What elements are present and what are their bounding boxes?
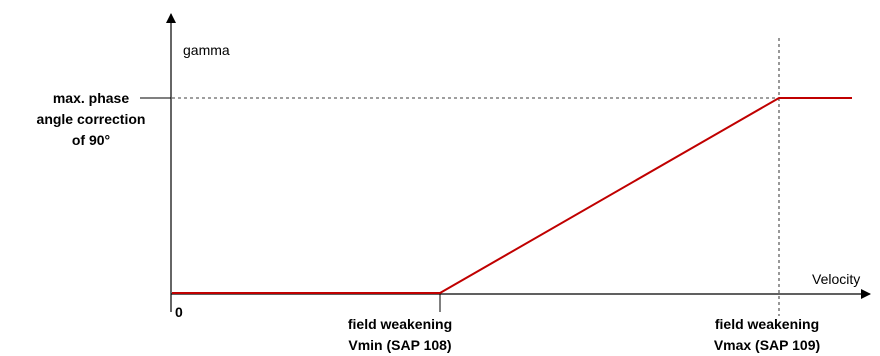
max-label-line-3: of 90°: [72, 132, 110, 148]
vmin-label-line-1: field weakening: [348, 316, 452, 332]
vmax-label-line-2: Vmax (SAP 109): [714, 337, 820, 353]
vmin-label-line-2: Vmin (SAP 108): [348, 337, 451, 353]
vmax-label-line-1: field weakening: [715, 316, 819, 332]
origin-label: 0: [175, 304, 183, 320]
max-label-line-2: angle correction: [37, 111, 146, 127]
x-axis-label: Velocity: [812, 271, 860, 287]
gamma-curve: [172, 97, 852, 294]
y-axis-label: gamma: [183, 42, 230, 58]
max-label-line-1: max. phase: [53, 90, 129, 106]
